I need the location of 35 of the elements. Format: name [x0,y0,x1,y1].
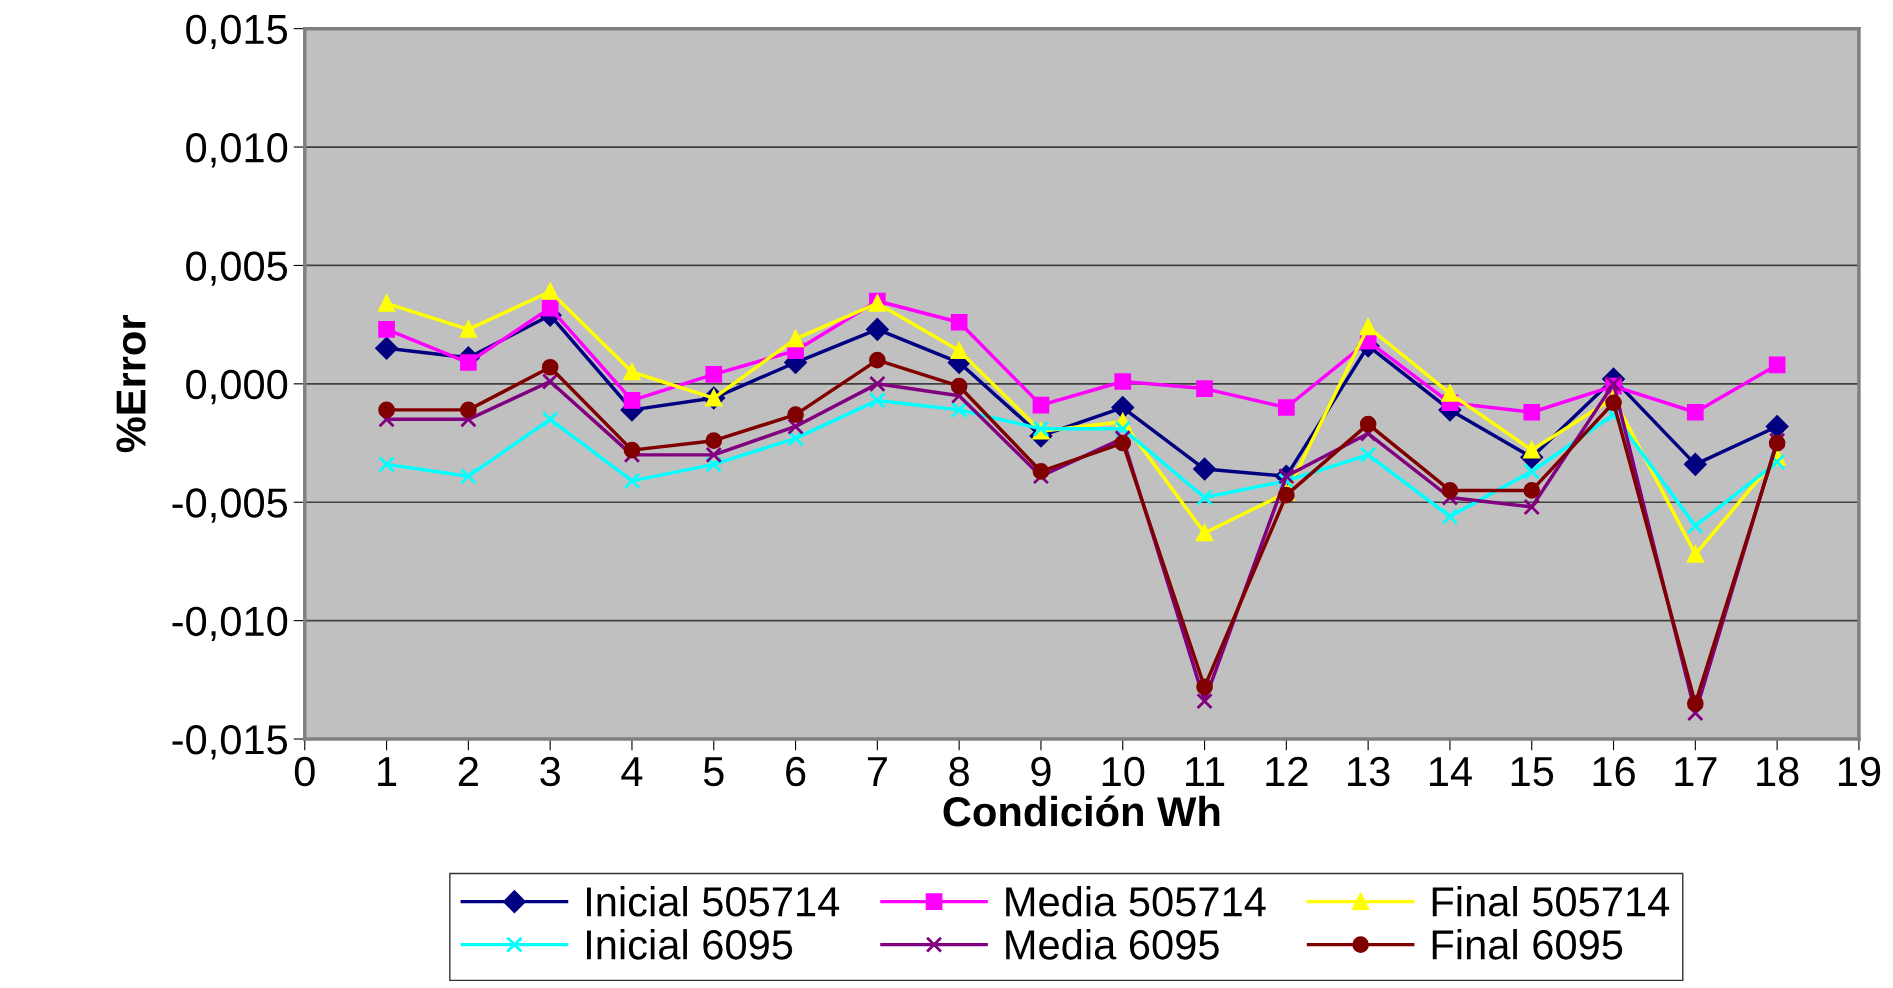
x-tick-label: 11 [1186,757,1225,786]
x-tick-label: 16 [1593,756,1635,787]
x-tick-label: 5 [703,757,724,787]
x-tick-label: 9 [1031,756,1051,787]
x-tick-label: 19 [1838,756,1881,787]
x-tick-label: 2 [458,756,478,786]
x-tick-label: 18 [1757,756,1799,787]
legend-label: Final 6095 [1432,929,1623,960]
y-tick-label: -0,005 [172,488,288,523]
y-tick-label: -0,010 [172,606,288,642]
legend-label: Final 505714 [1432,886,1670,917]
y-tick-label: 0,015 [186,14,288,50]
y-tick-label: 0,000 [186,369,288,405]
x-tick-label: 1 [378,757,397,786]
legend-label: Media 6095 [1006,929,1219,960]
x-tick-label: 4 [621,757,643,786]
x-tick-label: 17 [1675,757,1717,786]
y-axis-title: %Error [116,315,146,453]
legend-label: Inicial 505714 [587,886,840,917]
x-tick-label: 3 [540,756,560,787]
x-tick-label: 8 [949,756,969,787]
x-tick-label: 13 [1348,756,1390,787]
x-tick-label: 12 [1266,756,1308,786]
x-tick-label: 0 [294,756,315,787]
x-tick-label: 15 [1511,757,1554,787]
x-tick-label: 7 [867,757,887,786]
y-tick-label: 0,010 [186,133,288,168]
x-tick-label: 14 [1429,757,1472,786]
y-tick-label: 0,005 [186,251,288,286]
legend-label: Inicial 6095 [587,929,793,960]
legend-label: Media 505714 [1006,886,1266,917]
y-tick-label: -0,015 [172,725,288,760]
x-tick-label: 6 [786,756,806,787]
x-axis-title: Condición Wh [943,795,1220,827]
x-tick-label: 10 [1102,756,1145,787]
